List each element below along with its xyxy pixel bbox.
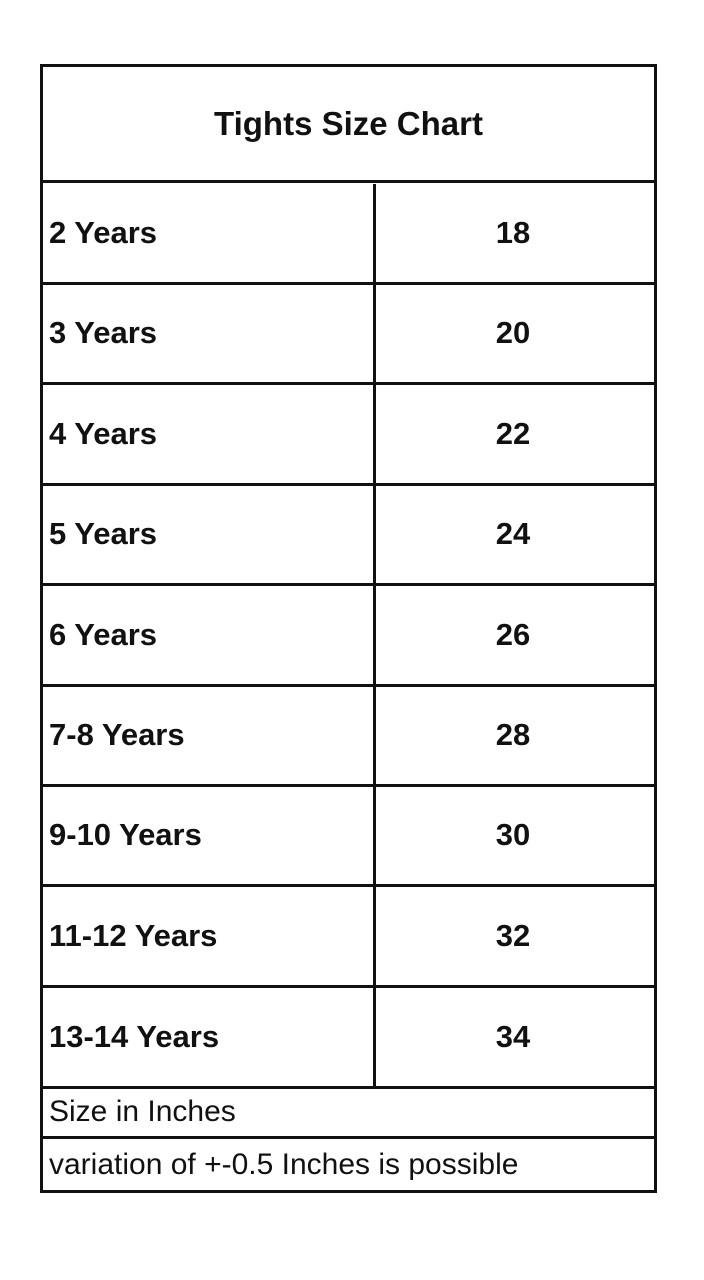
table-row: 9-10 Years 30 (43, 786, 654, 888)
size-cell: 24 (495, 516, 531, 552)
age-cell: 7-8 Years (43, 686, 376, 784)
table-row: 11-12 Years 32 (43, 886, 654, 988)
age-cell: 9-10 Years (43, 786, 376, 885)
size-cell: 34 (495, 1018, 531, 1054)
size-cell: 32 (495, 917, 531, 953)
age-cell: 5 Years (43, 485, 376, 584)
table-row: 2 Years 18 (43, 184, 654, 285)
size-cell: 28 (495, 717, 531, 752)
table-row: 13-14 Years 34 (43, 987, 654, 1090)
size-cell: 20 (495, 315, 531, 351)
size-cell: 22 (495, 415, 531, 451)
table-row: 4 Years 22 (43, 384, 654, 486)
age-cell: 3 Years (43, 284, 376, 383)
variation-note: variation of +-0.5 Inches is possible (49, 1147, 519, 1181)
age-cell: 4 Years (43, 384, 376, 483)
age-cell: 2 Years (43, 184, 376, 282)
table-row: 7-8 Years 28 (43, 686, 654, 787)
size-cell: 18 (495, 215, 531, 250)
age-cell: 13-14 Years (43, 987, 376, 1087)
size-chart-table: Tights Size Chart 2 Years 18 3 Years 20 4 Ye… (40, 64, 657, 1193)
table-row: 6 Years 26 (43, 585, 654, 687)
table-row: 5 Years 24 (43, 485, 654, 587)
age-cell: 11-12 Years (43, 886, 376, 985)
size-cell: 26 (495, 616, 531, 652)
unit-note: Size in Inches (43, 1087, 654, 1139)
age-cell: 6 Years (43, 585, 376, 684)
table-row: 3 Years 20 (43, 284, 654, 386)
size-cell: 30 (495, 817, 531, 853)
table-title: Tights Size Chart (43, 67, 654, 183)
